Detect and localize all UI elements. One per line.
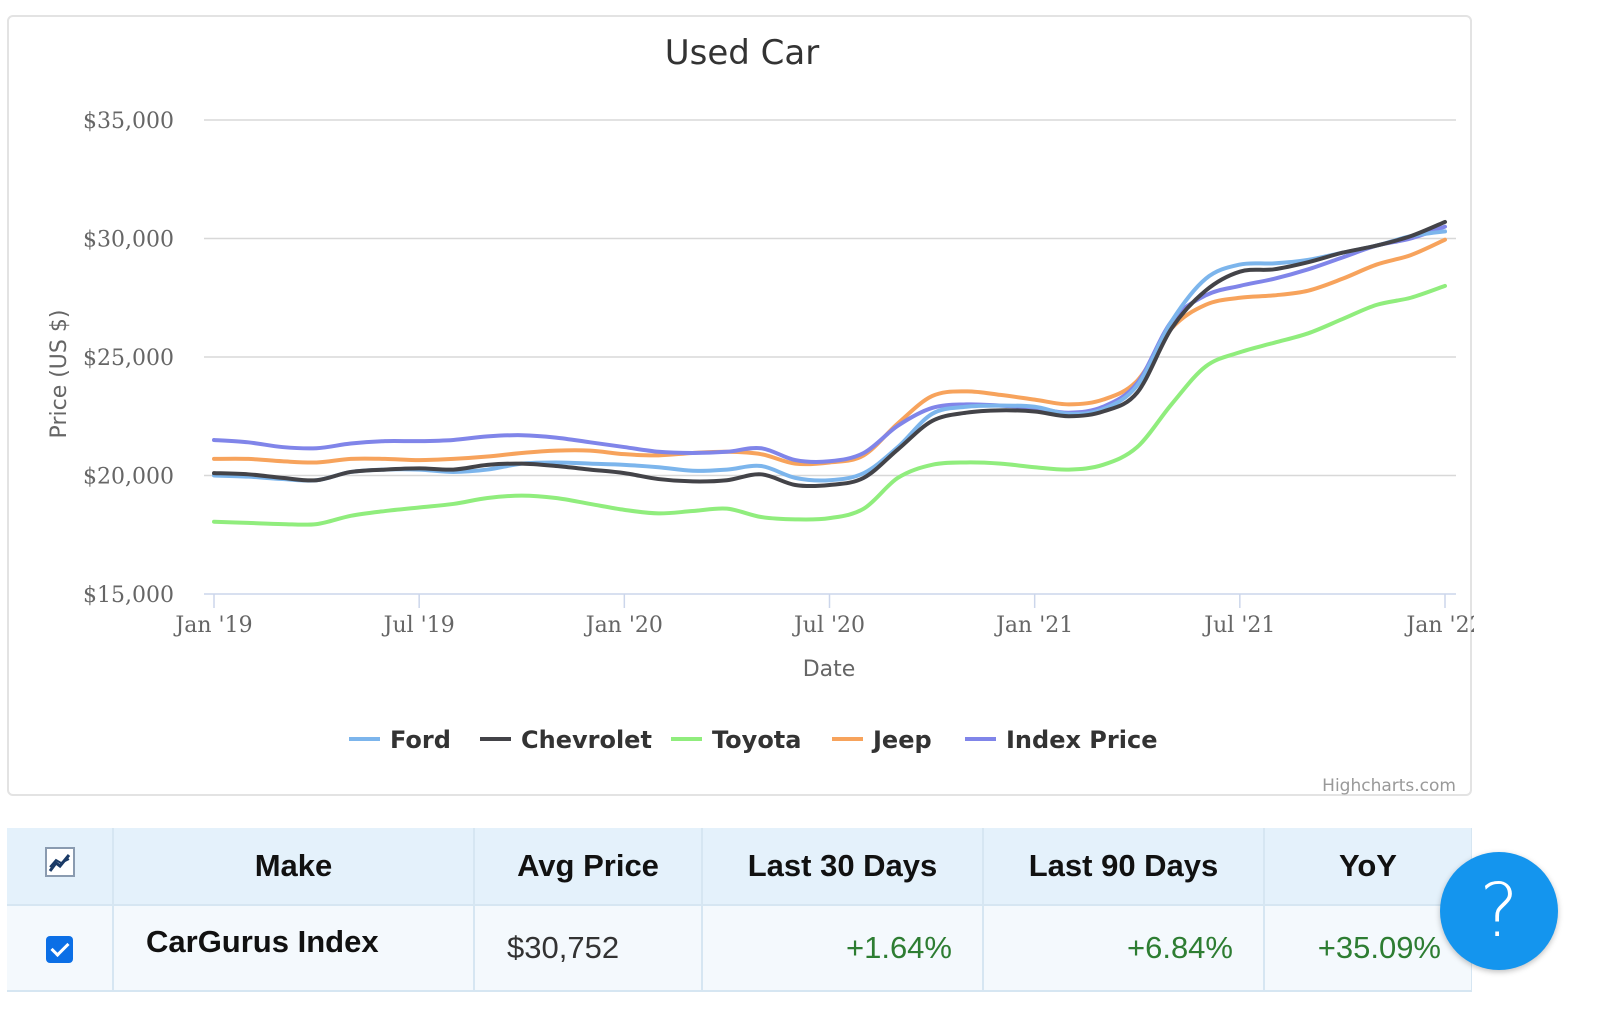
x-axis: Jan '19 Jul '19 Jan '20 Jul '20 Jan '21 Jul '… bbox=[173, 594, 1474, 638]
row-avg-price: $30,752 bbox=[474, 905, 703, 991]
legend-item-ford[interactable]: Ford bbox=[349, 726, 451, 754]
header-last-30-days[interactable]: Last 30 Days bbox=[702, 828, 984, 905]
y-tick-label: $35,000 bbox=[83, 109, 174, 134]
series-line-index-price[interactable] bbox=[212, 224, 1447, 464]
line-chart-icon[interactable] bbox=[44, 847, 75, 877]
table-header-row: Make Avg Price Last 30 Days Last 90 Days… bbox=[7, 828, 1472, 905]
series-lines bbox=[212, 219, 1447, 527]
help-button[interactable]: ? bbox=[1440, 852, 1558, 970]
y-tick-label: $30,000 bbox=[83, 228, 174, 253]
chart-card: Used Car $15,000 $20,000 $25,000 $30,000 $35… bbox=[7, 15, 1474, 796]
x-tick-label: Jul '19 bbox=[382, 613, 455, 638]
credits-link[interactable]: Highcharts.com bbox=[1322, 776, 1456, 796]
grid-lines bbox=[204, 119, 1456, 595]
legend-item-chevrolet[interactable]: Chevrolet bbox=[480, 726, 652, 754]
legend-item-jeep[interactable]: Jeep bbox=[832, 726, 932, 754]
header-yoy[interactable]: YoY bbox=[1264, 828, 1472, 905]
x-tick-label: Jul '20 bbox=[792, 613, 865, 638]
chart-toggle-header[interactable] bbox=[7, 828, 114, 905]
row-yoy: +35.09% bbox=[1264, 905, 1472, 991]
x-tick-label: Jan '19 bbox=[173, 613, 252, 638]
x-axis-title: Date bbox=[803, 657, 856, 682]
y-tick-label: $25,000 bbox=[83, 346, 174, 371]
row-last-30: +1.64% bbox=[702, 905, 984, 991]
legend-item-toyota[interactable]: Toyota bbox=[671, 726, 801, 754]
legend-label[interactable]: Ford bbox=[390, 726, 451, 754]
legend-label[interactable]: Jeep bbox=[871, 726, 932, 754]
y-axis: $15,000 $20,000 $25,000 $30,000 $35,000 bbox=[83, 109, 174, 608]
row-checkbox[interactable] bbox=[46, 935, 73, 963]
x-tick-label: Jan '20 bbox=[584, 613, 663, 638]
series-line-jeep[interactable] bbox=[212, 237, 1447, 467]
series-line-chevrolet[interactable] bbox=[212, 219, 1447, 489]
legend: Ford Chevrolet Toyota Jeep Index Price bbox=[349, 726, 1157, 754]
x-tick-label: Jan '22 bbox=[1404, 613, 1474, 638]
x-tick-label: Jan '21 bbox=[994, 613, 1073, 638]
legend-item-index-price[interactable]: Index Price bbox=[965, 726, 1157, 754]
legend-label[interactable]: Index Price bbox=[1006, 726, 1157, 754]
legend-label[interactable]: Chevrolet bbox=[521, 726, 652, 754]
chart-title: Used Car bbox=[665, 33, 819, 73]
header-last-90-days[interactable]: Last 90 Days bbox=[983, 828, 1265, 905]
legend-label[interactable]: Toyota bbox=[712, 726, 801, 754]
y-axis-title: Price (US $) bbox=[47, 310, 72, 439]
header-make[interactable]: Make bbox=[113, 828, 475, 905]
y-tick-label: $20,000 bbox=[83, 465, 174, 490]
price-chart: Used Car $15,000 $20,000 $25,000 $30,000 $35… bbox=[47, 33, 1474, 796]
y-tick-label: $15,000 bbox=[83, 583, 174, 608]
row-make: CarGurus Index bbox=[113, 905, 475, 991]
row-last-90: +6.84% bbox=[983, 905, 1265, 991]
series-line-toyota[interactable] bbox=[212, 283, 1447, 527]
table-row: CarGurus Index $30,752 +1.64% +6.84% +35… bbox=[7, 905, 1472, 991]
x-tick-label: Jul '21 bbox=[1202, 613, 1275, 638]
price-table: Make Avg Price Last 30 Days Last 90 Days… bbox=[7, 828, 1472, 1017]
row-checkbox-cell bbox=[7, 905, 114, 991]
header-avg-price[interactable]: Avg Price bbox=[474, 828, 703, 905]
